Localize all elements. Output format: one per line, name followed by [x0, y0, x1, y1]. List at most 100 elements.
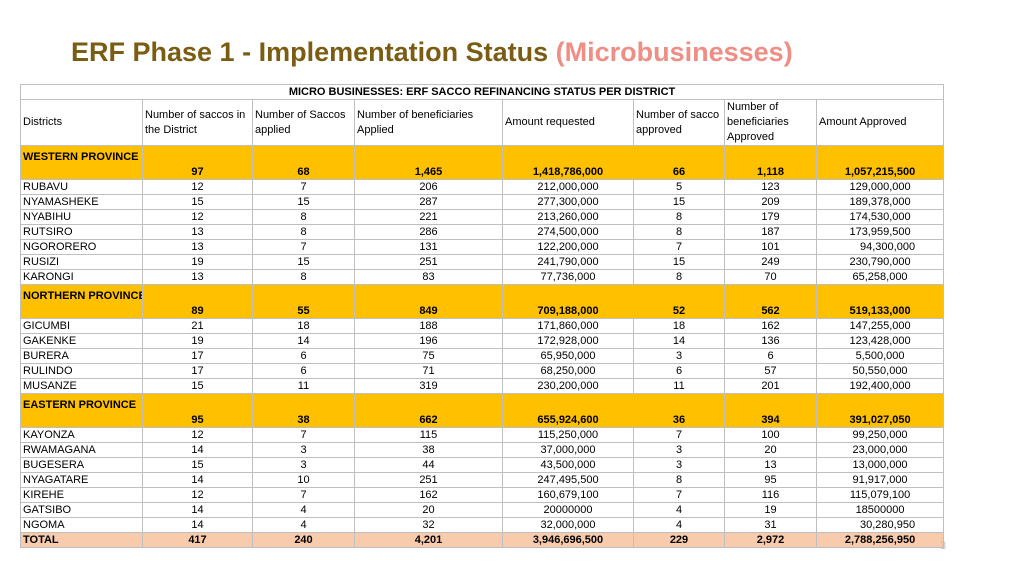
value-cell: 11	[633, 378, 725, 394]
value-cell: 136	[724, 333, 817, 349]
value-cell: 83	[354, 269, 503, 285]
value-cell: 116	[724, 487, 817, 503]
district-cell: RWAMAGANA	[20, 442, 143, 458]
value-cell: 10	[252, 472, 355, 488]
header-amount-approved: Amount Approved	[815, 99, 945, 146]
value-cell: 519,133,000	[815, 284, 945, 319]
value-cell: 20000000	[502, 502, 634, 518]
value-cell: 1,057,215,500	[815, 145, 945, 180]
table-row: RUBAVU 12 7 206 212,000,000 5 123 129,000,000	[20, 179, 945, 195]
value-cell: 77,736,000	[502, 269, 634, 285]
district-cell: GATSIBO	[20, 502, 143, 518]
value-cell: 179	[724, 209, 817, 225]
value-cell: 21	[142, 318, 253, 334]
value-cell: 19	[142, 254, 253, 270]
value-cell: 115,250,000	[502, 427, 634, 443]
value-cell: 2,972	[724, 532, 817, 548]
value-cell: 4	[252, 517, 355, 533]
value-cell: 6	[724, 348, 817, 364]
district-cell: RUTSIRO	[20, 224, 143, 240]
value-cell: 12	[142, 487, 253, 503]
table-row: KARONGI 13 8 83 77,736,000 8 70 65,258,000	[20, 269, 945, 285]
value-cell: 36	[633, 393, 725, 428]
value-cell: 71	[354, 363, 503, 379]
value-cell: 3	[633, 348, 725, 364]
table-row: BURERA 17 6 75 65,950,000 3 6 5,500,000	[20, 348, 945, 364]
value-cell: 562	[724, 284, 817, 319]
value-cell: 709,188,000	[502, 284, 634, 319]
value-cell: 209	[724, 194, 817, 210]
value-cell: 188	[354, 318, 503, 334]
table-row: RUSIZI 19 15 251 241,790,000 15 249 230,790,000	[20, 254, 945, 270]
province-row: WESTERN PROVINCE 97 68 1,465 1,418,786,000 66…	[20, 145, 945, 180]
value-cell: 15	[633, 254, 725, 270]
value-cell: 187	[724, 224, 817, 240]
district-cell: KIREHE	[20, 487, 143, 503]
table-row: NYAGATARE 14 10 251 247,495,500 8 95 91,917,000	[20, 472, 945, 488]
value-cell: 247,495,500	[502, 472, 634, 488]
value-cell: 70	[724, 269, 817, 285]
value-cell: 100	[724, 427, 817, 443]
value-cell: 122,200,000	[502, 239, 634, 255]
district-cell: TOTAL	[20, 532, 143, 548]
value-cell: 6	[633, 363, 725, 379]
value-cell: 14	[142, 517, 253, 533]
table-row: MUSANZE 15 11 319 230,200,000 11 201 192,400,00…	[20, 378, 945, 394]
district-cell: EASTERN PROVINCE	[20, 393, 143, 428]
district-cell: NYABIHU	[20, 209, 143, 225]
value-cell: 99,250,000	[815, 427, 945, 443]
value-cell: 8	[633, 224, 725, 240]
district-cell: RULINDO	[20, 363, 143, 379]
value-cell: 172,928,000	[502, 333, 634, 349]
value-cell: 277,300,000	[502, 194, 634, 210]
value-cell: 8	[633, 209, 725, 225]
province-row: EASTERN PROVINCE 95 38 662 655,924,600 36 394 3…	[20, 393, 945, 428]
value-cell: 129,000,000	[815, 179, 945, 195]
value-cell: 189,378,000	[815, 194, 945, 210]
value-cell: 20	[724, 442, 817, 458]
value-cell: 249	[724, 254, 817, 270]
value-cell: 95	[142, 393, 253, 428]
value-cell: 655,924,600	[502, 393, 634, 428]
table-row: KIREHE 12 7 162 160,679,100 7 116 115,079,100	[20, 487, 945, 503]
table-header-row: Districts Number of saccos in the Distri…	[20, 99, 945, 146]
value-cell: 8	[633, 472, 725, 488]
value-cell: 8	[633, 269, 725, 285]
value-cell: 662	[354, 393, 503, 428]
value-cell: 75	[354, 348, 503, 364]
header-saccos-applied: Number of Saccos applied	[252, 99, 355, 146]
value-cell: 3	[252, 457, 355, 473]
table-row: RULINDO 17 6 71 68,250,000 6 57 50,550,000	[20, 363, 945, 379]
value-cell: 3	[252, 442, 355, 458]
value-cell: 162	[724, 318, 817, 334]
district-cell: GICUMBI	[20, 318, 143, 334]
value-cell: 32	[354, 517, 503, 533]
value-cell: 97	[142, 145, 253, 180]
value-cell: 274,500,000	[502, 224, 634, 240]
value-cell: 14	[142, 442, 253, 458]
header-beneficiaries-approved: Number of beneficiaries Approved	[724, 99, 817, 146]
value-cell: 4,201	[354, 532, 503, 548]
value-cell: 241,790,000	[502, 254, 634, 270]
value-cell: 1,418,786,000	[502, 145, 634, 180]
value-cell: 3,946,696,500	[502, 532, 634, 548]
table-row: NYABIHU 12 8 221 213,260,000 8 179 174,530,000	[20, 209, 945, 225]
table-caption-row: MICRO BUSINESSES: ERF SACCO REFINANCING …	[19, 84, 945, 100]
value-cell: 230,790,000	[815, 254, 945, 270]
value-cell: 18500000	[815, 502, 945, 518]
value-cell: 7	[252, 239, 355, 255]
value-cell: 1,465	[354, 145, 503, 180]
table-row: NGORORERO 13 7 131 122,200,000 7 101 94,300,000	[20, 239, 945, 255]
value-cell: 95	[724, 472, 817, 488]
value-cell: 17	[142, 363, 253, 379]
district-cell: BURERA	[20, 348, 143, 364]
value-cell: 123	[724, 179, 817, 195]
title-accent: (Microbusinesses)	[555, 37, 793, 67]
value-cell: 101	[724, 239, 817, 255]
value-cell: 12	[142, 179, 253, 195]
header-saccos-in-district: Number of saccos in the District	[142, 99, 253, 146]
value-cell: 14	[633, 333, 725, 349]
value-cell: 2,788,256,950	[815, 532, 945, 548]
value-cell: 3	[633, 457, 725, 473]
value-cell: 162	[354, 487, 503, 503]
